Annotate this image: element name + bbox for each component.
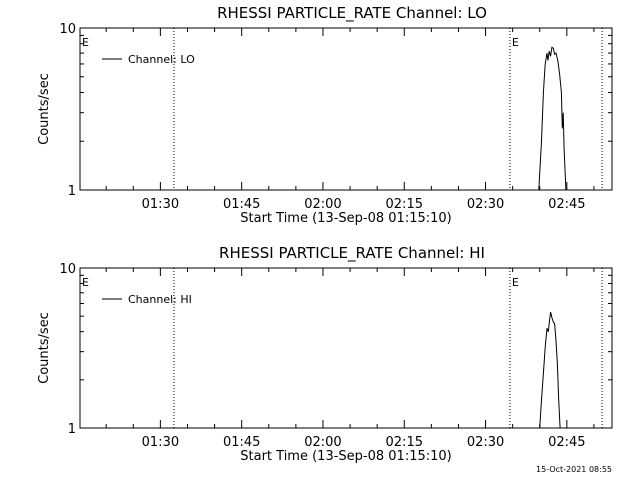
x-tick-label: 02:15 bbox=[386, 435, 423, 450]
y-tick-label: 10 bbox=[59, 22, 76, 37]
chart-title: RHESSI PARTICLE_RATE Channel: HI bbox=[219, 244, 485, 263]
plot-frame bbox=[79, 27, 613, 191]
chart-title: RHESSI PARTICLE_RATE Channel: LO bbox=[217, 4, 487, 23]
x-tick-label: 02:00 bbox=[304, 197, 341, 212]
series-line bbox=[538, 46, 567, 191]
legend-label: Channel: HI bbox=[128, 293, 192, 306]
y-tick-label: 10 bbox=[59, 262, 76, 277]
event-marker: E bbox=[512, 276, 519, 289]
x-tick-label: 01:45 bbox=[223, 197, 260, 212]
x-tick-label: 01:30 bbox=[142, 435, 179, 450]
event-marker: E bbox=[82, 36, 89, 49]
x-axis-label: Start Time (13-Sep-08 01:15:10) bbox=[240, 211, 451, 226]
footer-timestamp: 15-Oct-2021 08:55 bbox=[536, 465, 612, 474]
event-marker: E bbox=[512, 36, 519, 49]
x-axis-label: Start Time (13-Sep-08 01:15:10) bbox=[240, 449, 451, 464]
y-tick-label: 1 bbox=[68, 184, 76, 199]
plot-frame bbox=[79, 267, 613, 429]
y-tick-label: 1 bbox=[68, 422, 76, 437]
x-tick-label: 02:30 bbox=[467, 435, 504, 450]
legend-label: Channel: LO bbox=[128, 53, 195, 66]
x-tick-label: 01:30 bbox=[142, 197, 179, 212]
x-tick-label: 02:00 bbox=[304, 435, 341, 450]
x-tick-label: 02:45 bbox=[548, 435, 585, 450]
x-tick-label: 01:45 bbox=[223, 435, 260, 450]
x-tick-label: 02:15 bbox=[386, 197, 423, 212]
x-tick-label: 02:30 bbox=[467, 197, 504, 212]
y-axis-label: Counts/sec bbox=[37, 73, 52, 145]
event-marker: E bbox=[82, 276, 89, 289]
y-axis-label: Counts/sec bbox=[37, 312, 52, 384]
series-line bbox=[539, 311, 561, 429]
x-tick-label: 02:45 bbox=[548, 197, 585, 212]
